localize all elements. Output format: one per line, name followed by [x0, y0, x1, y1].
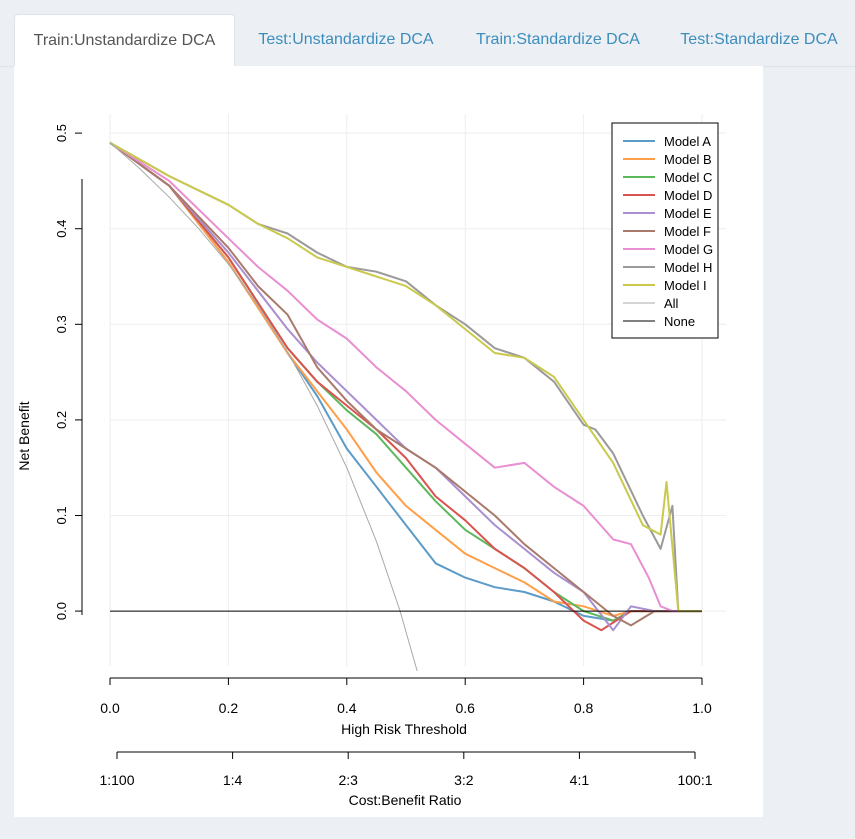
- legend-label: Model I: [664, 278, 707, 293]
- dca-chart: 0.0 0.2 0.4 0.6 0.8 1.0 0.0 0.1 0.2 0.3 0.4 0.5 1:…: [16, 114, 726, 808]
- y-tick-label: 0.3: [54, 315, 69, 333]
- legend-label: Model H: [664, 260, 712, 275]
- legend-label: None: [664, 314, 695, 329]
- series-line-model-h: [109, 141, 702, 613]
- series-line-model-i: [109, 141, 702, 613]
- x-tick-label: 1.0: [692, 700, 712, 716]
- legend-label: Model F: [664, 224, 711, 239]
- ratio-ticks: 1:100 1:4 2:3 3:2 4:1 100:1: [99, 752, 713, 788]
- legend-label: Model E: [664, 206, 712, 221]
- series-line-model-g: [109, 141, 702, 613]
- y-tick-label: 0.4: [54, 220, 69, 238]
- legend-label: Model C: [664, 170, 712, 185]
- y-tick-label: 0.1: [54, 506, 69, 524]
- x-tick-label: 0.8: [574, 700, 594, 716]
- ratio-tick-label: 1:100: [99, 772, 134, 788]
- series-lines: [109, 141, 702, 671]
- y-tick-label: 0.5: [54, 124, 69, 142]
- series-line-model-f: [109, 141, 702, 627]
- series-line-model-b: [109, 141, 702, 617]
- ratio-tick-label: 4:1: [570, 772, 590, 788]
- tab-panel: 0.0 0.2 0.4 0.6 0.8 1.0 0.0 0.1 0.2 0.3 0.4 0.5 1:…: [14, 66, 763, 817]
- x-tick-label: 0.6: [455, 700, 475, 716]
- x-axis-label: High Risk Threshold: [341, 721, 467, 737]
- tab-test-unstandardize[interactable]: Test:Unstandardize DCA: [258, 31, 434, 48]
- y-ticks: 0.0 0.1 0.2 0.3 0.4 0.5: [54, 124, 82, 620]
- legend: Model A Model B Model C Model D Model E Model…: [611, 122, 719, 339]
- x-tick-label: 0.2: [219, 700, 239, 716]
- x-ticks: 0.0 0.2 0.4 0.6 0.8 1.0: [100, 678, 712, 716]
- legend-label: All: [664, 296, 679, 311]
- ratio-tick-label: 100:1: [677, 772, 712, 788]
- y-axis-label: Net Benefit: [16, 401, 32, 470]
- tab-train-standardize[interactable]: Train:Standardize DCA: [476, 31, 640, 48]
- ratio-tick-label: 3:2: [454, 772, 474, 788]
- legend-label: Model G: [664, 242, 713, 257]
- legend-label: Model D: [664, 188, 712, 203]
- axes: [81, 179, 702, 753]
- legend-label: Model B: [664, 152, 712, 167]
- tab-train-unstandardize[interactable]: Train:Unstandardize DCA: [14, 14, 235, 67]
- x-tick-label: 0.4: [337, 700, 357, 716]
- tab-test-standardize[interactable]: Test:Standardize DCA: [680, 31, 838, 48]
- ratio-tick-label: 1:4: [223, 772, 243, 788]
- tab-bar: Train:Unstandardize DCA Test:Unstandardi…: [0, 0, 855, 67]
- y-tick-label: 0.0: [54, 602, 69, 620]
- x-tick-label: 0.0: [100, 700, 120, 716]
- legend-label: Model A: [664, 134, 711, 149]
- series-line-model-d: [109, 141, 702, 632]
- ratio-tick-label: 2:3: [338, 772, 358, 788]
- y-tick-label: 0.2: [54, 411, 69, 429]
- series-line-model-e: [109, 141, 702, 632]
- ratio-axis-label: Cost:Benefit Ratio: [349, 792, 462, 808]
- series-line-all: [109, 142, 418, 671]
